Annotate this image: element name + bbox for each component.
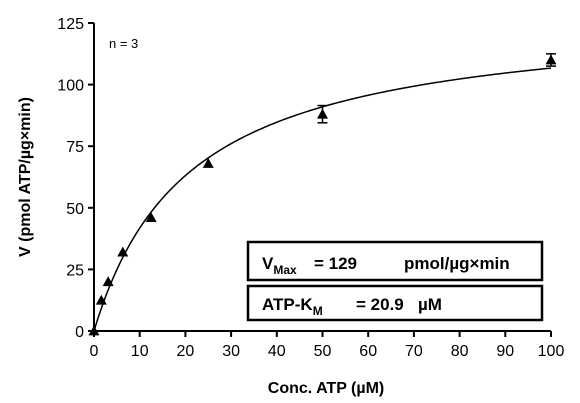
- vmax-value: = 129: [314, 254, 357, 273]
- data-point-triangle: [102, 276, 114, 287]
- x-axis-title: Conc. ATP (µM): [268, 380, 384, 397]
- x-tick-label: 40: [268, 343, 286, 360]
- km-label-main: ATP-K: [262, 295, 313, 314]
- data-point-triangle: [145, 212, 157, 223]
- vmax-unit: pmol/µg×min: [404, 254, 510, 273]
- vmax-label-main: V: [262, 254, 274, 273]
- km-unit: µM: [418, 295, 442, 314]
- data-point-triangle: [95, 294, 107, 305]
- x-tick-label: 20: [177, 343, 195, 360]
- data-point-triangle: [117, 246, 129, 257]
- x-tick-label: 30: [222, 343, 240, 360]
- y-tick-label: 25: [66, 262, 84, 279]
- x-tick-label: 100: [538, 343, 565, 360]
- axes: 0 10 20 30 40 50 60 70 80 90 100 0 25 50 75 100 125: [57, 16, 564, 360]
- x-tick-label: 50: [314, 343, 332, 360]
- x-tick-label: 80: [451, 343, 469, 360]
- x-tick-label: 60: [359, 343, 377, 360]
- x-tick-label: 10: [131, 343, 149, 360]
- km-label-sub: M: [313, 304, 323, 318]
- y-tick-label: 100: [57, 78, 84, 95]
- km-value: = 20.9: [356, 295, 404, 314]
- x-tick-label: 70: [405, 343, 423, 360]
- vmax-label: VMax: [262, 254, 297, 277]
- km-label: ATP-KM: [262, 295, 323, 318]
- data-points: [88, 53, 557, 336]
- y-tick-label: 0: [75, 324, 84, 341]
- x-tick-label: 0: [90, 343, 99, 360]
- vmax-box: [246, 240, 544, 282]
- data-point-triangle: [317, 108, 328, 119]
- data-point-triangle: [202, 157, 214, 168]
- data-point-triangle: [545, 54, 557, 65]
- x-tick-label: 90: [496, 343, 514, 360]
- km-box: [246, 284, 544, 322]
- data-point-triangle: [88, 325, 100, 336]
- n-annotation: n = 3: [109, 36, 138, 51]
- y-tick-label: 75: [66, 139, 84, 156]
- y-tick-label: 125: [57, 16, 84, 33]
- vmax-label-sub: Max: [273, 263, 297, 277]
- y-tick-label: 50: [66, 201, 84, 218]
- y-axis-title: V (pmol ATP/µg×min): [17, 97, 34, 257]
